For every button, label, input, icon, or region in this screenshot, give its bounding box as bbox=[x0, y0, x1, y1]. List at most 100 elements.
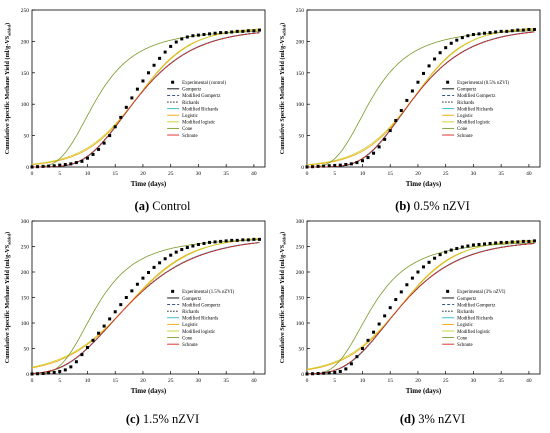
experimental-point bbox=[405, 98, 409, 102]
experimental-point bbox=[97, 147, 101, 151]
y-tick-label: 0 bbox=[301, 165, 304, 171]
experimental-point bbox=[388, 306, 392, 310]
legend-entry: Cone bbox=[457, 336, 467, 341]
model-curve-modified-gompertz bbox=[307, 31, 535, 168]
x-tick-label: 20 bbox=[415, 171, 421, 177]
experimental-point bbox=[91, 338, 95, 342]
legend-marker bbox=[171, 289, 175, 293]
experimental-point bbox=[399, 290, 403, 294]
experimental-point bbox=[63, 368, 67, 372]
experimental-point bbox=[252, 237, 256, 241]
model-curve-schnute bbox=[307, 243, 535, 375]
model-curve-modified-richards bbox=[31, 241, 260, 374]
x-tick-label: 5 bbox=[58, 378, 61, 384]
experimental-point bbox=[305, 165, 309, 169]
experimental-point bbox=[333, 370, 337, 374]
legend-entry: Modified logistic bbox=[457, 330, 490, 335]
x-tick-label: 35 bbox=[223, 378, 229, 384]
experimental-point bbox=[505, 240, 509, 244]
caption-b-letter: (b) bbox=[395, 199, 411, 213]
experimental-point bbox=[333, 163, 337, 167]
experimental-point bbox=[141, 276, 145, 280]
y-tick-label: 0 bbox=[301, 372, 304, 378]
experimental-point bbox=[69, 365, 73, 369]
experimental-point bbox=[422, 71, 425, 75]
y-tick-label: 250 bbox=[296, 8, 305, 14]
model-curve-modified-logistic bbox=[31, 238, 260, 368]
experimental-point bbox=[494, 30, 498, 34]
x-tick-label: 15 bbox=[112, 171, 118, 177]
experimental-point bbox=[444, 46, 448, 50]
experimental-point bbox=[163, 50, 167, 54]
model-curve-modified-richards bbox=[307, 31, 535, 168]
experimental-point bbox=[180, 37, 184, 41]
experimental-point bbox=[230, 30, 234, 34]
y-tick-label: 250 bbox=[296, 245, 305, 251]
x-tick-label: 30 bbox=[471, 171, 477, 177]
experimental-point bbox=[241, 29, 245, 33]
model-curve-richards bbox=[307, 243, 535, 375]
experimental-point bbox=[180, 248, 184, 252]
experimental-point bbox=[196, 242, 200, 246]
experimental-point bbox=[135, 282, 139, 286]
legend-entry: Richards bbox=[457, 101, 474, 106]
legend-entry: Gompertz bbox=[182, 297, 201, 302]
experimental-point bbox=[383, 137, 387, 141]
experimental-point bbox=[152, 63, 156, 67]
experimental-point bbox=[235, 29, 239, 33]
caption-b: (b) 0.5% nZVI bbox=[315, 199, 550, 214]
x-tick-label: 35 bbox=[498, 171, 504, 177]
x-tick-label: 0 bbox=[31, 378, 34, 384]
y-tick-label: 150 bbox=[296, 296, 305, 302]
experimental-point bbox=[97, 331, 101, 335]
experimental-point bbox=[394, 119, 398, 123]
y-tick-label: 0 bbox=[26, 165, 29, 171]
experimental-point bbox=[372, 330, 376, 334]
experimental-point bbox=[102, 324, 106, 328]
y-tick-label: 200 bbox=[21, 39, 30, 45]
x-tick-label: 10 bbox=[85, 378, 91, 384]
legend-entry: Modified logistic bbox=[457, 121, 490, 126]
experimental-point bbox=[521, 239, 525, 243]
caption-a-text: Control bbox=[152, 199, 191, 213]
model-curve-gompertz bbox=[31, 242, 260, 374]
experimental-point bbox=[477, 242, 481, 246]
experimental-point bbox=[322, 164, 326, 168]
experimental-point bbox=[532, 239, 536, 243]
experimental-point bbox=[316, 371, 320, 375]
legend-entry: Modified Gompertz bbox=[457, 94, 495, 99]
experimental-point bbox=[257, 28, 261, 32]
experimental-point bbox=[185, 35, 189, 39]
x-tick-label: 15 bbox=[112, 378, 118, 384]
experimental-point bbox=[169, 44, 173, 48]
experimental-point bbox=[58, 369, 62, 373]
plot-frame bbox=[31, 9, 266, 168]
legend-entry: Modified Richards bbox=[182, 317, 218, 322]
caption-d: (d) 3% nZVI bbox=[315, 412, 550, 427]
experimental-point bbox=[119, 303, 123, 307]
experimental-point bbox=[471, 243, 475, 247]
experimental-point bbox=[422, 265, 425, 269]
experimental-point bbox=[355, 161, 359, 165]
legend-entry: Schnute bbox=[457, 134, 472, 139]
experimental-point bbox=[108, 317, 112, 321]
legend-entry: Cone bbox=[182, 336, 192, 341]
y-axis-label: Cumulative Specific Methane Yield (ml/g-… bbox=[4, 23, 12, 154]
model-curve-logistic bbox=[306, 28, 535, 166]
experimental-point bbox=[499, 240, 503, 244]
x-tick-label: 35 bbox=[223, 171, 229, 177]
experimental-point bbox=[202, 241, 206, 245]
x-tick-label: 10 bbox=[360, 171, 366, 177]
legend-entry: Gompertz bbox=[457, 88, 476, 93]
experimental-point bbox=[113, 310, 117, 314]
x-tick-label: 25 bbox=[168, 171, 174, 177]
y-tick-label: 150 bbox=[296, 71, 305, 77]
x-tick-label: 40 bbox=[526, 171, 532, 177]
experimental-point bbox=[488, 241, 492, 245]
experimental-point bbox=[377, 322, 381, 326]
experimental-point bbox=[438, 51, 442, 55]
legend-entry: Cone bbox=[457, 127, 467, 132]
experimental-point bbox=[449, 248, 453, 252]
legend-entry: Modified logistic bbox=[182, 330, 215, 335]
experimental-point bbox=[135, 87, 139, 91]
